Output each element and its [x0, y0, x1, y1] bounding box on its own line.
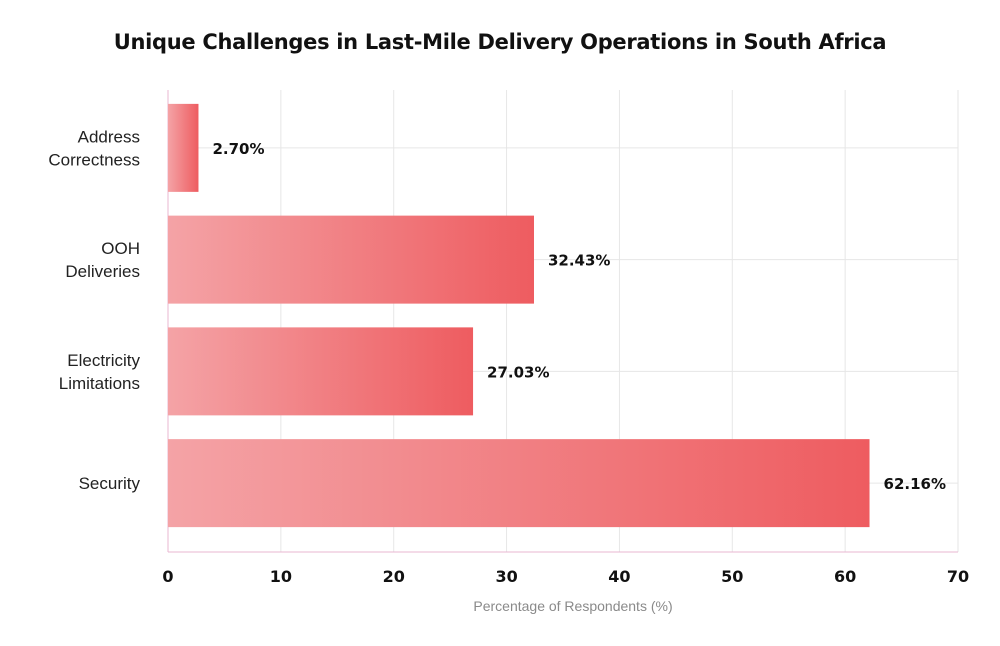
- x-axis-title: Percentage of Respondents (%): [473, 598, 672, 614]
- category-label-line: OOH: [101, 239, 140, 258]
- chart-title: Unique Challenges in Last-Mile Delivery …: [113, 30, 887, 54]
- x-tick-label-40: 40: [608, 567, 630, 586]
- bar-0: [168, 103, 199, 192]
- x-tick-label-60: 60: [834, 567, 856, 586]
- x-tick-label-20: 20: [383, 567, 405, 586]
- category-label-line: Limitations: [59, 374, 140, 393]
- bar-1: [168, 215, 534, 304]
- category-label-3: Security: [79, 474, 141, 493]
- x-tick-label-10: 10: [270, 567, 292, 586]
- value-label-2: 27.03%: [487, 363, 549, 381]
- category-label-line: Electricity: [67, 351, 140, 370]
- value-label-1: 32.43%: [548, 252, 610, 270]
- bars: [168, 103, 870, 528]
- x-tick-label-70: 70: [947, 567, 969, 586]
- category-label-0: Address Correctness: [48, 127, 140, 169]
- category-label-line: Address: [78, 127, 140, 146]
- x-tick-label-50: 50: [721, 567, 743, 586]
- x-tick-label-0: 0: [162, 567, 173, 586]
- labels: 0 10 20 30 40 50 60 70 Percentage of Respondents…: [48, 127, 969, 614]
- category-label-line: Correctness: [48, 150, 140, 169]
- category-label-line: Deliveries: [65, 262, 140, 281]
- category-label-1: OOH Deliveries: [65, 239, 140, 281]
- bar-3: [168, 439, 870, 528]
- category-label-2: Electricity Limitations: [59, 351, 141, 393]
- bar-2: [168, 327, 474, 416]
- x-tick-label-30: 30: [495, 567, 517, 586]
- value-label-3: 62.16%: [884, 475, 946, 493]
- category-label-line: Security: [79, 474, 141, 493]
- value-label-0: 2.70%: [212, 140, 264, 158]
